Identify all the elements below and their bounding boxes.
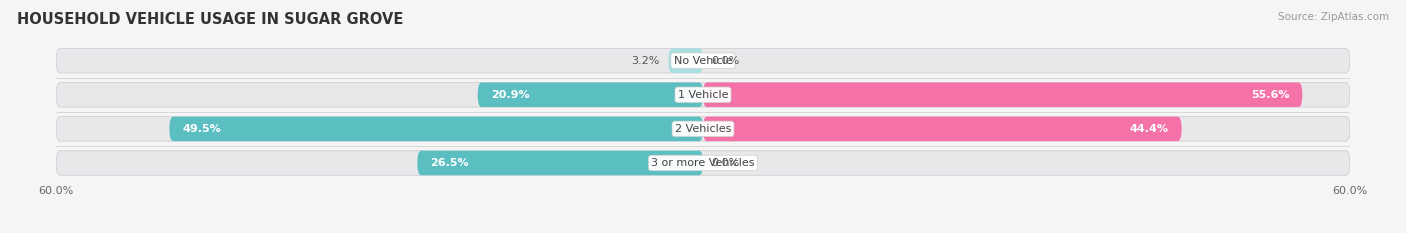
Legend: Owner-occupied, Renter-occupied: Owner-occupied, Renter-occupied — [583, 230, 823, 233]
Text: 26.5%: 26.5% — [430, 158, 470, 168]
Text: HOUSEHOLD VEHICLE USAGE IN SUGAR GROVE: HOUSEHOLD VEHICLE USAGE IN SUGAR GROVE — [17, 12, 404, 27]
Text: 0.0%: 0.0% — [711, 158, 740, 168]
Text: Source: ZipAtlas.com: Source: ZipAtlas.com — [1278, 12, 1389, 22]
Text: 20.9%: 20.9% — [491, 90, 529, 100]
FancyBboxPatch shape — [56, 48, 1350, 73]
Text: No Vehicle: No Vehicle — [673, 56, 733, 66]
FancyBboxPatch shape — [703, 82, 1302, 107]
Text: 2 Vehicles: 2 Vehicles — [675, 124, 731, 134]
FancyBboxPatch shape — [56, 116, 1350, 141]
FancyBboxPatch shape — [668, 48, 703, 73]
Text: 55.6%: 55.6% — [1251, 90, 1289, 100]
Text: 44.4%: 44.4% — [1129, 124, 1168, 134]
Text: 3.2%: 3.2% — [631, 56, 659, 66]
FancyBboxPatch shape — [703, 116, 1181, 141]
FancyBboxPatch shape — [56, 82, 1350, 107]
FancyBboxPatch shape — [56, 151, 1350, 175]
Text: 49.5%: 49.5% — [183, 124, 221, 134]
FancyBboxPatch shape — [418, 151, 703, 175]
Text: 3 or more Vehicles: 3 or more Vehicles — [651, 158, 755, 168]
FancyBboxPatch shape — [478, 82, 703, 107]
FancyBboxPatch shape — [170, 116, 703, 141]
Text: 0.0%: 0.0% — [711, 56, 740, 66]
Text: 1 Vehicle: 1 Vehicle — [678, 90, 728, 100]
